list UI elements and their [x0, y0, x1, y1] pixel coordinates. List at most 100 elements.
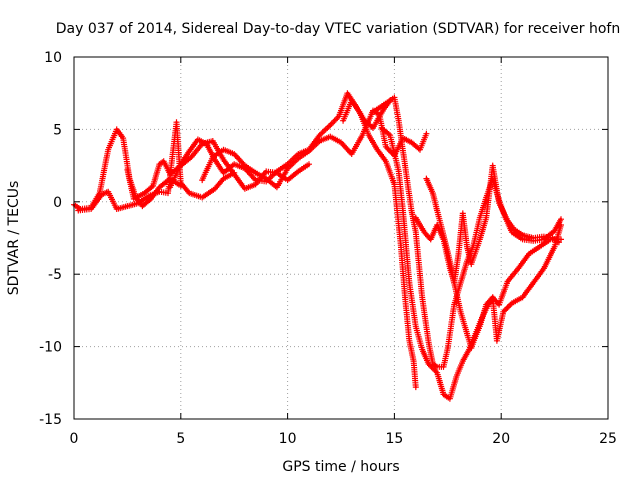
data-point	[265, 177, 268, 180]
data-point	[143, 191, 146, 195]
data-point	[275, 170, 279, 173]
data-point	[506, 219, 509, 222]
y-axis-label: SDTVAR / TECUs	[6, 181, 22, 296]
data-point	[211, 155, 214, 159]
data-point	[401, 209, 405, 212]
data-point	[435, 365, 439, 369]
data-point	[318, 139, 321, 143]
data-point	[361, 134, 364, 137]
data-point	[175, 121, 178, 124]
x-axis-label: GPS time / hours	[282, 459, 399, 475]
data-point	[468, 348, 471, 351]
data-point	[359, 112, 362, 115]
data-point	[506, 280, 509, 283]
data-point	[384, 145, 388, 148]
data-point	[222, 158, 225, 161]
data-point	[201, 196, 204, 199]
data-point	[502, 310, 505, 313]
data-point	[371, 110, 375, 114]
data-point	[329, 135, 332, 138]
data-point	[491, 164, 494, 167]
data-point	[461, 359, 464, 363]
data-point	[307, 149, 311, 153]
series-trace-6	[340, 97, 419, 391]
data-point	[461, 212, 464, 215]
data-point	[497, 202, 501, 205]
y-tick-label: -10	[39, 340, 62, 356]
data-point	[495, 339, 499, 342]
data-point	[318, 134, 321, 137]
data-point	[427, 341, 430, 344]
data-point	[423, 231, 426, 234]
data-point	[418, 148, 422, 151]
data-point	[77, 209, 80, 212]
x-tick-label: 5	[176, 431, 185, 447]
data-point	[243, 164, 247, 167]
data-point	[162, 160, 165, 163]
data-point	[339, 141, 343, 144]
data-point	[465, 332, 469, 335]
data-point	[435, 209, 439, 212]
data-point	[470, 262, 473, 266]
data-point	[542, 267, 546, 270]
data-point	[448, 397, 452, 400]
data-point	[382, 107, 385, 111]
data-point	[371, 126, 375, 130]
data-point	[442, 233, 445, 237]
y-tick-label: -15	[39, 412, 62, 428]
data-point	[410, 141, 413, 144]
data-point	[478, 216, 481, 219]
data-point	[222, 171, 225, 174]
data-point	[388, 134, 392, 137]
data-point	[89, 207, 93, 211]
data-point	[196, 138, 200, 141]
data-point	[367, 134, 370, 137]
data-series	[71, 90, 564, 402]
data-point	[491, 296, 494, 299]
data-point	[297, 157, 300, 160]
data-point	[421, 296, 424, 299]
data-point	[384, 160, 388, 163]
data-point	[265, 170, 268, 173]
x-tick-label: 15	[385, 431, 403, 447]
chart-title: Day 037 of 2014, Sidereal Day-to-day VTE…	[56, 21, 620, 37]
data-point	[549, 238, 552, 241]
data-point	[115, 207, 118, 211]
data-point	[350, 99, 353, 102]
data-point	[307, 163, 311, 166]
data-point	[393, 183, 396, 186]
data-point	[179, 181, 182, 185]
data-point	[521, 233, 524, 237]
data-point	[297, 170, 300, 173]
series-trace-2	[75, 119, 238, 214]
data-point	[497, 303, 501, 306]
data-point	[472, 244, 475, 247]
data-point	[414, 385, 417, 389]
data-point	[470, 346, 473, 350]
data-point	[233, 173, 236, 176]
data-point	[168, 173, 172, 176]
data-point	[393, 96, 396, 99]
data-point	[453, 281, 456, 285]
data-point	[485, 303, 488, 306]
data-point	[517, 267, 520, 270]
data-point	[158, 186, 161, 189]
data-point	[429, 238, 432, 241]
x-tick-label: 20	[492, 431, 510, 447]
data-point	[442, 365, 445, 369]
data-point	[346, 92, 349, 95]
data-point	[233, 152, 236, 156]
data-point	[421, 348, 424, 351]
data-point	[233, 163, 236, 166]
data-point	[457, 252, 460, 256]
data-point	[448, 260, 452, 263]
data-point	[542, 235, 546, 238]
series-trace-8	[378, 125, 564, 402]
data-point	[414, 216, 417, 219]
y-tick-label: 10	[44, 50, 62, 66]
data-point	[286, 178, 289, 182]
data-point	[341, 119, 345, 122]
data-point	[107, 148, 110, 151]
data-point	[147, 194, 150, 198]
